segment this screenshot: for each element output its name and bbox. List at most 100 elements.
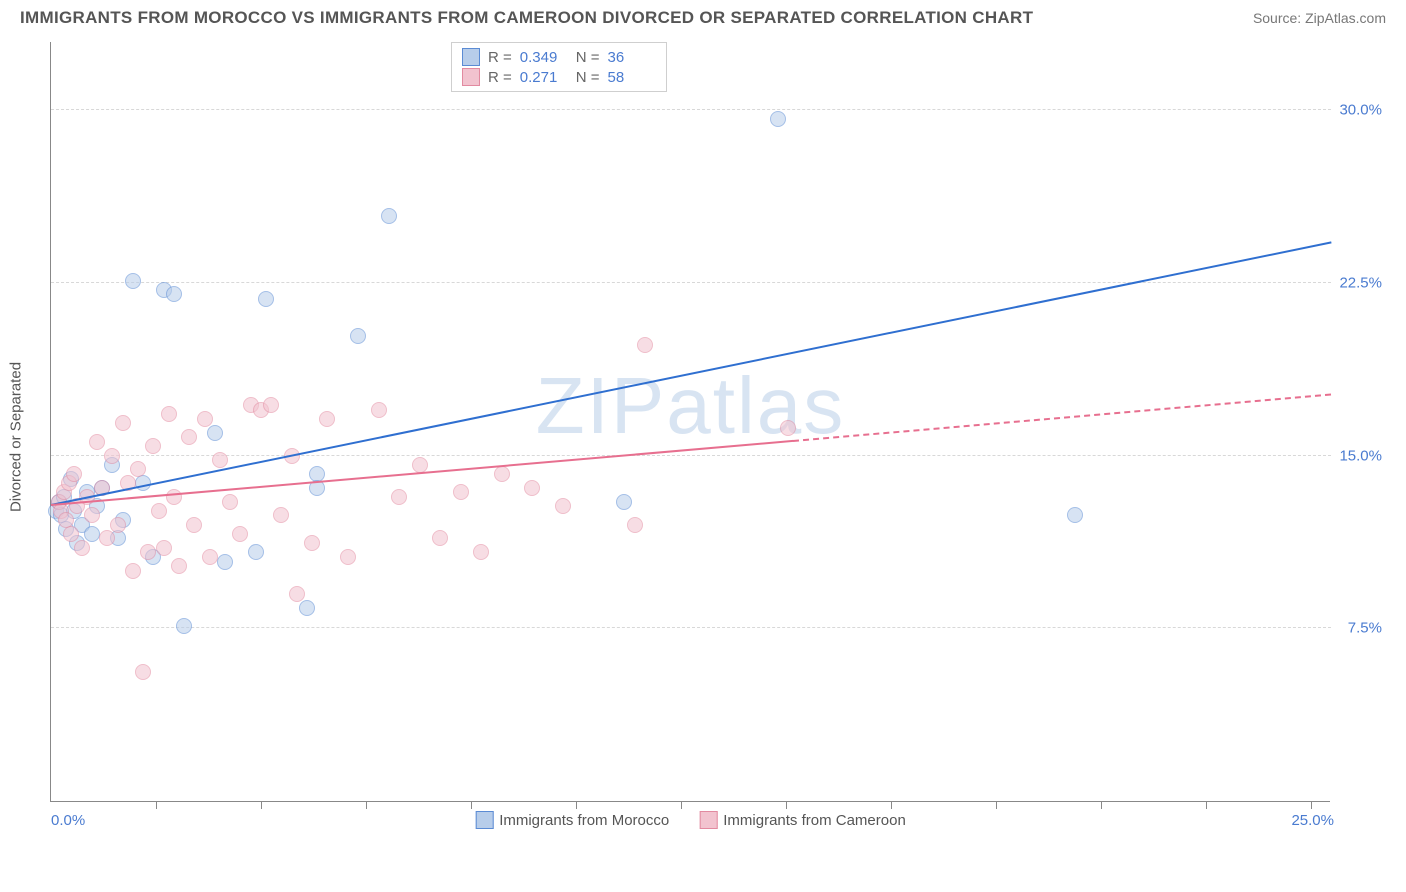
grid-line	[51, 627, 1331, 628]
y-tick-label: 15.0%	[1339, 447, 1382, 464]
stats-box: R = 0.349 N = 36 R = 0.271 N = 58	[451, 42, 667, 92]
point-cameroon	[627, 517, 643, 533]
point-cameroon	[555, 498, 571, 514]
x-tick	[261, 801, 262, 809]
point-morocco	[166, 286, 182, 302]
point-cameroon	[432, 530, 448, 546]
plot-area: ZIPatlas R = 0.349 N = 36 R = 0.271 N = …	[50, 42, 1330, 802]
point-cameroon	[161, 406, 177, 422]
point-cameroon	[273, 507, 289, 523]
x-tick	[156, 801, 157, 809]
point-cameroon	[63, 526, 79, 542]
point-cameroon	[186, 517, 202, 533]
point-cameroon	[637, 337, 653, 353]
point-cameroon	[130, 461, 146, 477]
point-morocco	[125, 273, 141, 289]
r-value-morocco: 0.349	[520, 49, 568, 66]
point-morocco	[176, 618, 192, 634]
point-morocco	[84, 526, 100, 542]
r-label-2: R =	[488, 69, 512, 86]
watermark-zip: ZIP	[536, 361, 666, 450]
point-cameroon	[232, 526, 248, 542]
legend-item-cameroon: Immigrants from Cameroon	[699, 811, 906, 829]
point-cameroon	[453, 484, 469, 500]
point-cameroon	[494, 466, 510, 482]
point-cameroon	[412, 457, 428, 473]
point-cameroon	[340, 549, 356, 565]
y-tick-label: 22.5%	[1339, 274, 1382, 291]
x-tick	[1101, 801, 1102, 809]
point-cameroon	[74, 540, 90, 556]
point-cameroon	[304, 535, 320, 551]
source-attribution: Source: ZipAtlas.com	[1253, 10, 1386, 26]
x-tick	[576, 801, 577, 809]
point-morocco	[616, 494, 632, 510]
title-bar: IMMIGRANTS FROM MOROCCO VS IMMIGRANTS FR…	[0, 0, 1406, 32]
point-morocco	[207, 425, 223, 441]
point-cameroon	[125, 563, 141, 579]
point-cameroon	[99, 530, 115, 546]
point-cameroon	[135, 664, 151, 680]
point-cameroon	[89, 434, 105, 450]
point-cameroon	[371, 402, 387, 418]
x-tick	[1206, 801, 1207, 809]
point-morocco	[381, 208, 397, 224]
point-morocco	[248, 544, 264, 560]
legend-item-morocco: Immigrants from Morocco	[475, 811, 669, 829]
point-cameroon	[84, 507, 100, 523]
y-tick-label: 30.0%	[1339, 102, 1382, 119]
x-tick	[996, 801, 997, 809]
point-cameroon	[171, 558, 187, 574]
x-tick	[891, 801, 892, 809]
grid-line	[51, 455, 1331, 456]
point-cameroon	[263, 397, 279, 413]
point-cameroon	[780, 420, 796, 436]
y-axis-label: Divorced or Separated	[8, 362, 25, 512]
r-value-cameroon: 0.271	[520, 69, 568, 86]
point-cameroon	[145, 438, 161, 454]
r-label: R =	[488, 49, 512, 66]
legend-swatch-cameroon	[699, 811, 717, 829]
legend-label-morocco: Immigrants from Morocco	[499, 812, 669, 829]
legend-bottom: Immigrants from Morocco Immigrants from …	[475, 811, 906, 829]
point-morocco	[350, 328, 366, 344]
point-cameroon	[140, 544, 156, 560]
point-cameroon	[181, 429, 197, 445]
trend-line	[793, 394, 1331, 442]
grid-line	[51, 109, 1331, 110]
point-cameroon	[166, 489, 182, 505]
swatch-morocco	[462, 48, 480, 66]
point-cameroon	[319, 411, 335, 427]
point-cameroon	[473, 544, 489, 560]
y-tick-label: 7.5%	[1348, 620, 1382, 637]
source-prefix: Source:	[1253, 10, 1301, 26]
x-tick	[786, 801, 787, 809]
x-tick	[366, 801, 367, 809]
source-name: ZipAtlas.com	[1305, 10, 1386, 26]
swatch-cameroon	[462, 68, 480, 86]
point-cameroon	[151, 503, 167, 519]
point-cameroon	[104, 448, 120, 464]
x-axis-max-label: 25.0%	[1291, 812, 1334, 829]
point-morocco	[258, 291, 274, 307]
point-cameroon	[202, 549, 218, 565]
chart-title: IMMIGRANTS FROM MOROCCO VS IMMIGRANTS FR…	[20, 8, 1033, 28]
x-tick	[1311, 801, 1312, 809]
x-tick	[471, 801, 472, 809]
point-cameroon	[66, 466, 82, 482]
point-cameroon	[289, 586, 305, 602]
legend-swatch-morocco	[475, 811, 493, 829]
point-cameroon	[197, 411, 213, 427]
plot-container: Divorced or Separated ZIPatlas R = 0.349…	[50, 42, 1386, 832]
stats-row-cameroon: R = 0.271 N = 58	[462, 67, 656, 87]
point-cameroon	[110, 517, 126, 533]
x-tick	[681, 801, 682, 809]
point-cameroon	[156, 540, 172, 556]
point-cameroon	[222, 494, 238, 510]
point-cameroon	[212, 452, 228, 468]
stats-row-morocco: R = 0.349 N = 36	[462, 47, 656, 67]
n-value-cameroon: 58	[608, 69, 656, 86]
legend-label-cameroon: Immigrants from Cameroon	[723, 812, 906, 829]
point-cameroon	[391, 489, 407, 505]
point-morocco	[1067, 507, 1083, 523]
